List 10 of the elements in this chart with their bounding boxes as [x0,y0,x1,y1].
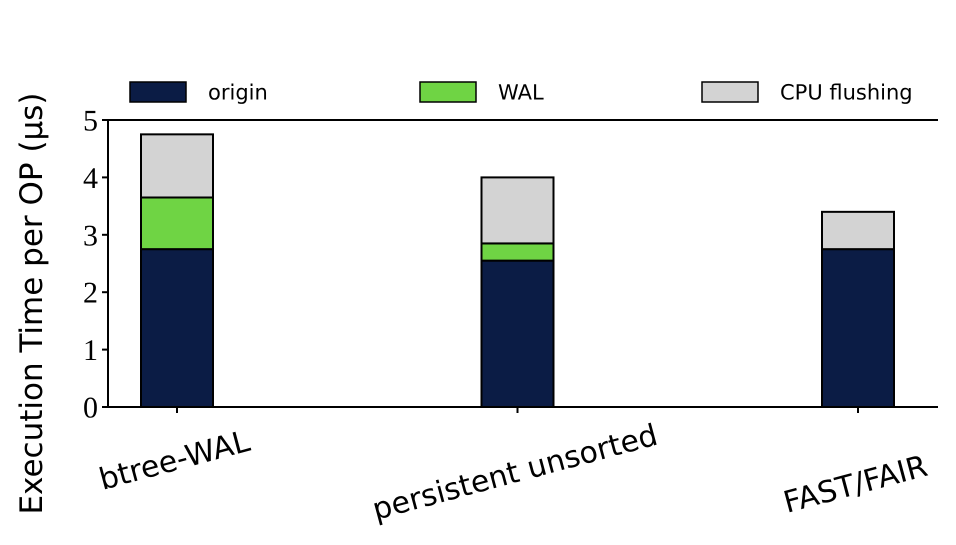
y-tick-label: 2 [83,276,98,310]
y-tick-label: 3 [83,219,98,252]
y-tick-label: 4 [83,162,98,195]
y-tick-label: 0 [83,392,98,424]
y-axis-title: Execution Time per OP (μs) [14,92,50,515]
legend-label: CPU flushing [780,80,913,104]
y-tick-label: 1 [83,334,98,368]
legend-label: WAL [498,80,544,104]
legend-label: origin [208,80,268,104]
y-tick-label: 5 [83,104,98,138]
